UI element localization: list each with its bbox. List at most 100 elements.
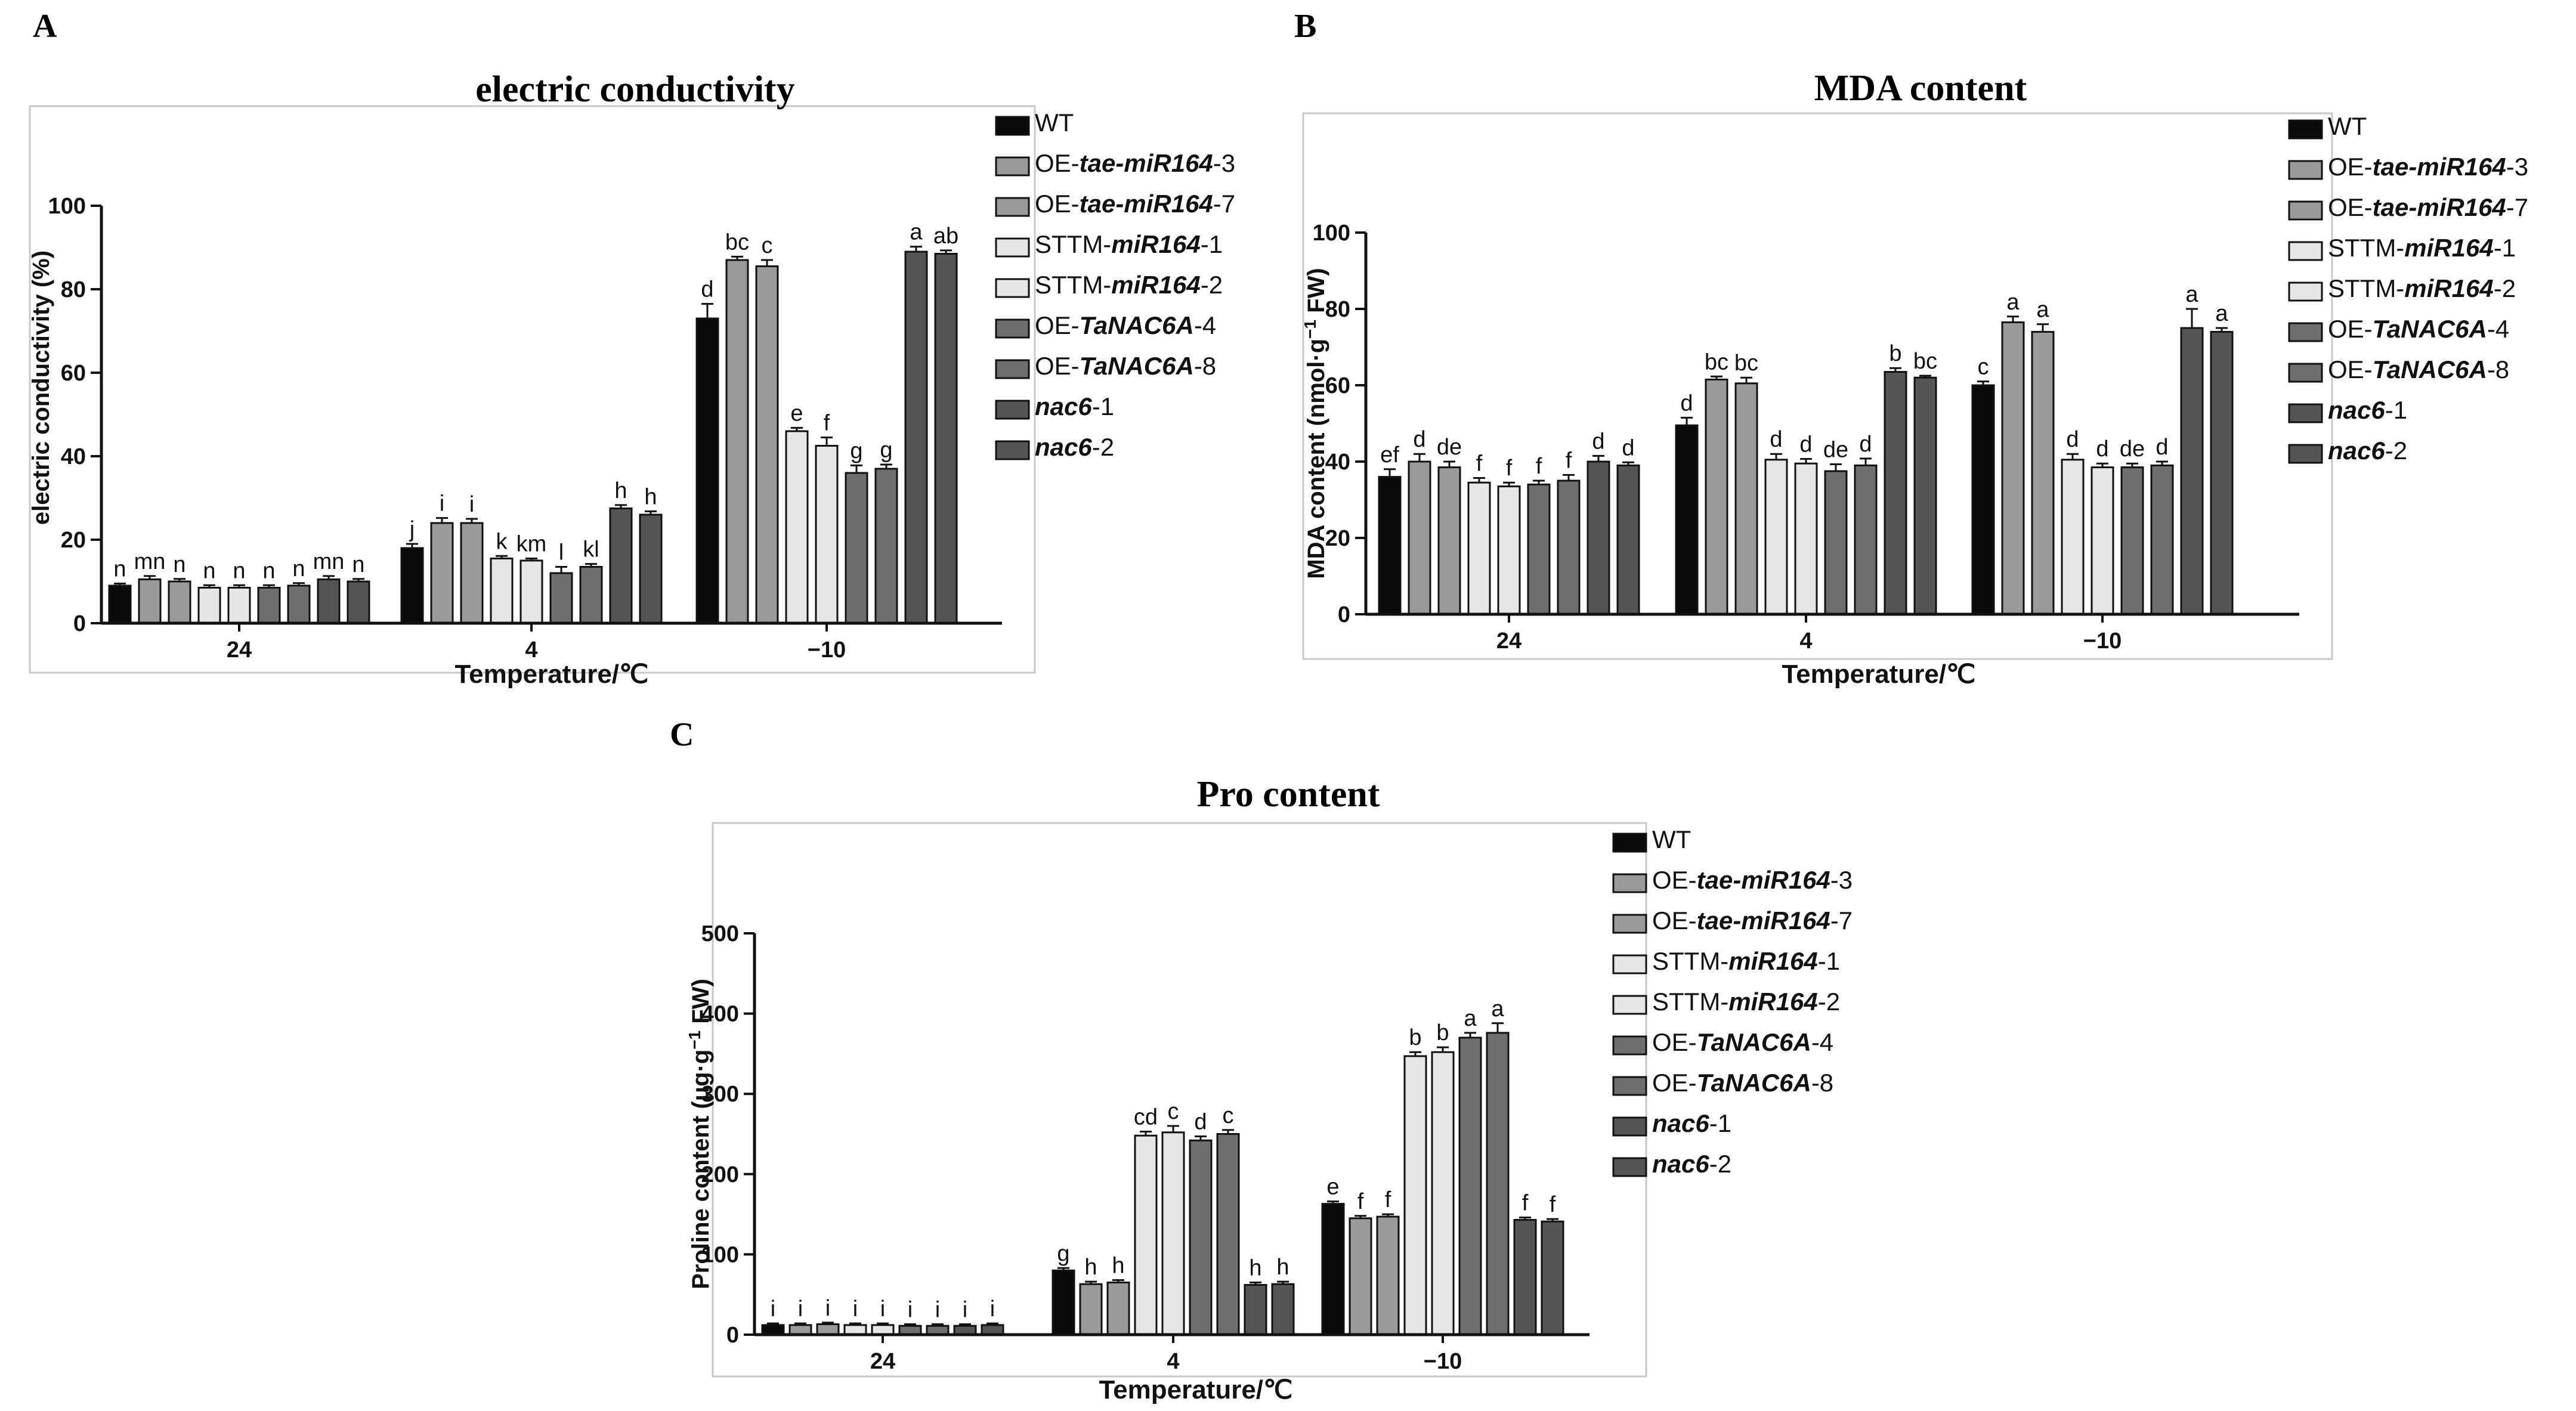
chart-a-y-label: electric conductivity (%) bbox=[28, 250, 54, 525]
chart-c-bar bbox=[1458, 1036, 1482, 1336]
chart-a-bar bbox=[874, 468, 898, 624]
chart-c-bar bbox=[1079, 1283, 1103, 1336]
chart-b-significance-letter: d bbox=[1799, 432, 1812, 457]
chart-a-y-tick-label: 0 bbox=[73, 611, 86, 636]
chart-b-y-tick-label: 80 bbox=[1325, 297, 1350, 322]
chart-b-significance-letter: a bbox=[2185, 282, 2198, 307]
chart-a-significance-letter: l bbox=[559, 540, 564, 565]
chart-a-significance-letter: c bbox=[762, 233, 773, 258]
chart-a-bar bbox=[430, 522, 454, 624]
chart-a-x-label: Temperature/℃ bbox=[455, 660, 649, 689]
chart-a-bar bbox=[549, 572, 573, 624]
chart-c-y-tick-label: 0 bbox=[726, 1323, 739, 1348]
chart-a-bar bbox=[815, 445, 839, 624]
chart-a-y-tick-label: 40 bbox=[61, 444, 86, 469]
chart-a-significance-letter: kl bbox=[583, 537, 599, 562]
chart-c-significance-letter: i bbox=[798, 1296, 803, 1322]
chart-c-significance-letter: f bbox=[1522, 1190, 1529, 1215]
chart-b-legend-swatch bbox=[2288, 281, 2323, 302]
chart-a-bar bbox=[197, 587, 221, 624]
chart-a-legend-swatch bbox=[995, 156, 1030, 177]
chart-b-significance-letter: f bbox=[1566, 448, 1572, 473]
chart-a-significance-letter: h bbox=[644, 484, 657, 509]
chart-b-legend-label: nac6-2 bbox=[2328, 437, 2407, 465]
chart-b-legend-swatch bbox=[2288, 119, 2323, 140]
chart-c-bar bbox=[1106, 1282, 1130, 1336]
chart-b-significance-letter: f bbox=[1536, 454, 1542, 479]
chart-c-y-tick-label: 100 bbox=[701, 1242, 739, 1267]
chart-a-bar bbox=[785, 430, 809, 624]
chart-c-category-label: −10 bbox=[1424, 1349, 1462, 1374]
chart-a-bar bbox=[755, 265, 779, 624]
chart-b-legend-swatch bbox=[2288, 322, 2323, 342]
chart-b-category-label: 4 bbox=[1799, 629, 1812, 654]
chart-b-legend-label: OE-tae-miR164-7 bbox=[2328, 193, 2528, 221]
chart-b-bar bbox=[1616, 464, 1640, 615]
chart-a-bar bbox=[609, 508, 633, 624]
chart-c-legend-swatch bbox=[1612, 914, 1647, 934]
chart-b-x-label: Temperature/℃ bbox=[1782, 660, 1976, 689]
chart-c-bar bbox=[1189, 1139, 1213, 1336]
chart-c-significance-letter: f bbox=[1385, 1187, 1391, 1212]
chart-c-legend-label: STTM-miR164-1 bbox=[1652, 947, 1840, 975]
chart-a-bar bbox=[490, 558, 514, 624]
chart-a-legend-label: nac6-2 bbox=[1035, 433, 1114, 461]
chart-c-significance-letter: i bbox=[825, 1296, 830, 1321]
chart-a-bar bbox=[227, 587, 251, 624]
chart-b-bar bbox=[2150, 464, 2174, 615]
chart-a-legend-swatch bbox=[995, 359, 1030, 379]
chart-c-legend-swatch bbox=[1612, 833, 1647, 853]
chart-b-category-label: 24 bbox=[1496, 629, 1522, 654]
chart-a-legend-label: OE-TaNAC6A-8 bbox=[1035, 352, 1216, 380]
chart-a-category-label: 4 bbox=[525, 638, 537, 663]
chart-a-significance-letter: n bbox=[203, 558, 215, 583]
chart-a-significance-letter: i bbox=[469, 492, 474, 517]
chart-b-significance-letter: a bbox=[2215, 301, 2228, 326]
chart-c-legend-label: OE-TaNAC6A-8 bbox=[1652, 1069, 1833, 1097]
chart-b-bar bbox=[1527, 483, 1551, 615]
chart-c-bar bbox=[1321, 1203, 1345, 1336]
chart-a-bar bbox=[460, 522, 484, 624]
chart-a-bar bbox=[579, 566, 603, 624]
chart-a-significance-letter: g bbox=[850, 438, 862, 463]
chart-a-significance-letter: mn bbox=[134, 549, 166, 574]
chart-c-significance-letter: i bbox=[935, 1298, 940, 1323]
chart-c-title: Pro content bbox=[1196, 774, 1380, 815]
chart-c-category-label: 4 bbox=[1167, 1349, 1179, 1374]
chart-c-significance-letter: e bbox=[1326, 1175, 1339, 1200]
panel-c: C Pro content igeihfihficdbicbidaicaihfi… bbox=[670, 716, 1853, 1404]
chart-a-significance-letter: h bbox=[614, 478, 627, 503]
chart-c-significance-letter: h bbox=[1084, 1255, 1097, 1280]
chart-a-significance-letter: k bbox=[496, 529, 508, 554]
chart-a-y-tick-label: 20 bbox=[61, 528, 86, 553]
chart-b-bar bbox=[1467, 481, 1491, 615]
chart-b-bar bbox=[1764, 459, 1788, 615]
chart-c-bar bbox=[1541, 1220, 1564, 1336]
chart-b-bar bbox=[1734, 382, 1758, 615]
chart-b-significance-letter: a bbox=[2036, 298, 2049, 323]
chart-c-bar bbox=[816, 1323, 840, 1336]
chart-a-significance-letter: mn bbox=[313, 549, 345, 574]
chart-a-significance-letter: ab bbox=[933, 224, 958, 249]
chart-b-significance-letter: d bbox=[1592, 429, 1604, 454]
chart-a-legend-label: nac6-1 bbox=[1035, 392, 1114, 420]
chart-b-significance-letter: b bbox=[1889, 341, 1901, 366]
chart-c-bar bbox=[1403, 1055, 1427, 1336]
chart-c-legend-label: OE-tae-miR164-7 bbox=[1652, 906, 1853, 935]
chart-b-significance-letter: de bbox=[1823, 437, 1848, 462]
panel-a: A electric conductivity n j d mn i bc n i c n k e n k… bbox=[28, 8, 1235, 689]
chart-a-significance-letter: n bbox=[113, 557, 126, 582]
chart-a-bar bbox=[934, 253, 958, 624]
chart-c-significance-letter: f bbox=[1357, 1189, 1364, 1214]
chart-b-bar bbox=[1587, 460, 1610, 615]
chart-a-y-tick-label: 100 bbox=[48, 194, 86, 219]
chart-b-significance-letter: d bbox=[1413, 427, 1425, 452]
chart-c-bar bbox=[1376, 1215, 1400, 1336]
chart-c-bar bbox=[1161, 1131, 1185, 1336]
chart-b-significance-letter: d bbox=[2066, 427, 2079, 452]
chart-c-legend-label: OE-tae-miR164-3 bbox=[1652, 866, 1853, 894]
chart-b-y-tick-label: 20 bbox=[1325, 526, 1350, 551]
chart-c-significance-letter: g bbox=[1057, 1241, 1069, 1266]
